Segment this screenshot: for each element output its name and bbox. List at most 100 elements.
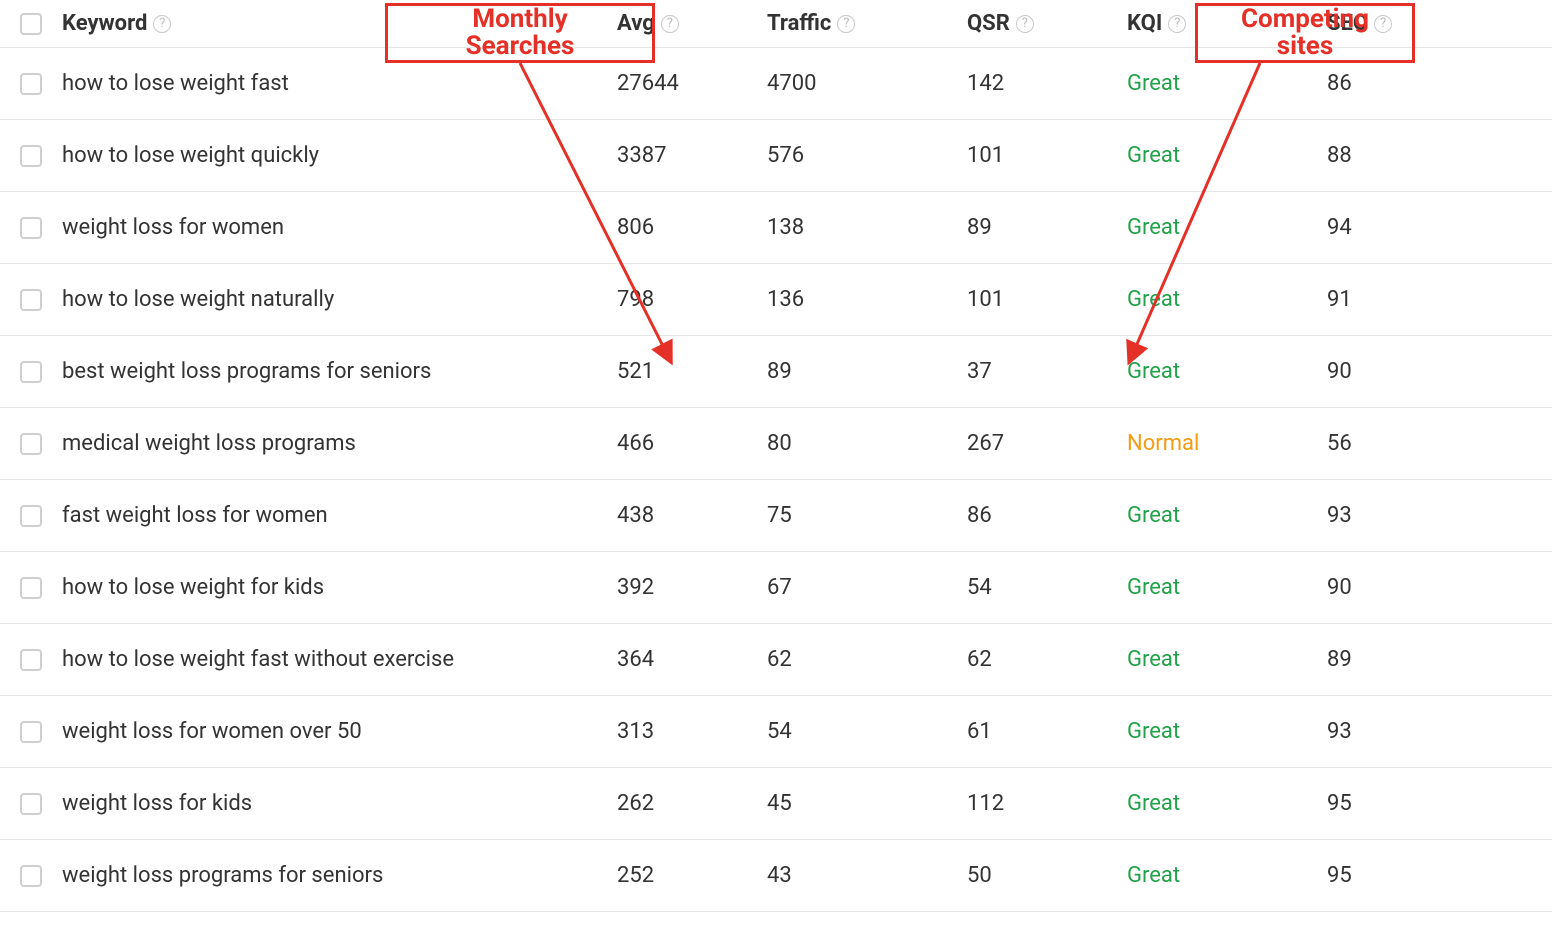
table-body: how to lose weight fast276444700142Great…: [0, 48, 1552, 912]
table-row[interactable]: weight loss programs for seniors2524350G…: [0, 840, 1552, 912]
cell-qsr: 37: [967, 359, 1127, 384]
select-all-checkbox[interactable]: [20, 13, 42, 35]
row-checkbox-cell: [0, 289, 62, 311]
header-traffic[interactable]: Traffic ?: [767, 11, 967, 36]
row-checkbox-cell: [0, 649, 62, 671]
cell-seo: 93: [1327, 719, 1467, 744]
cell-traffic: 4700: [767, 71, 967, 96]
cell-kqi: Great: [1127, 791, 1327, 816]
cell-keyword[interactable]: how to lose weight quickly: [62, 143, 617, 168]
cell-avg: 27644: [617, 71, 767, 96]
row-checkbox-cell: [0, 793, 62, 815]
row-checkbox[interactable]: [20, 577, 42, 599]
row-checkbox-cell: [0, 145, 62, 167]
cell-kqi: Great: [1127, 287, 1327, 312]
table-row[interactable]: fast weight loss for women4387586Great93: [0, 480, 1552, 552]
cell-qsr: 101: [967, 143, 1127, 168]
table-row[interactable]: how to lose weight quickly3387576101Grea…: [0, 120, 1552, 192]
cell-avg: 806: [617, 215, 767, 240]
table-row[interactable]: how to lose weight for kids3926754Great9…: [0, 552, 1552, 624]
cell-keyword[interactable]: medical weight loss programs: [62, 431, 617, 456]
annotation-box-monthly-searches: MonthlySearches: [385, 3, 655, 63]
cell-avg: 3387: [617, 143, 767, 168]
cell-avg: 313: [617, 719, 767, 744]
cell-keyword[interactable]: weight loss programs for seniors: [62, 863, 617, 888]
cell-kqi: Great: [1127, 71, 1327, 96]
cell-kqi: Great: [1127, 215, 1327, 240]
help-icon[interactable]: ?: [1016, 15, 1034, 33]
table-row[interactable]: medical weight loss programs46680267Norm…: [0, 408, 1552, 480]
row-checkbox[interactable]: [20, 145, 42, 167]
cell-avg: 262: [617, 791, 767, 816]
header-qsr-label: QSR: [967, 11, 1010, 36]
row-checkbox[interactable]: [20, 289, 42, 311]
cell-seo: 91: [1327, 287, 1467, 312]
keyword-table: Keyword ? Avg ? Traffic ? QSR ? KQI ? SE…: [0, 0, 1552, 912]
cell-traffic: 80: [767, 431, 967, 456]
header-kqi-label: KQI: [1127, 11, 1162, 36]
cell-keyword[interactable]: how to lose weight naturally: [62, 287, 617, 312]
cell-qsr: 86: [967, 503, 1127, 528]
cell-kqi: Great: [1127, 647, 1327, 672]
cell-traffic: 89: [767, 359, 967, 384]
cell-qsr: 89: [967, 215, 1127, 240]
header-traffic-label: Traffic: [767, 11, 831, 36]
cell-keyword[interactable]: weight loss for kids: [62, 791, 617, 816]
help-icon[interactable]: ?: [1168, 15, 1186, 33]
row-checkbox[interactable]: [20, 649, 42, 671]
cell-keyword[interactable]: how to lose weight fast: [62, 71, 617, 96]
cell-traffic: 136: [767, 287, 967, 312]
cell-avg: 798: [617, 287, 767, 312]
annotation-box-competing-sites: Competingsites: [1195, 3, 1415, 63]
cell-keyword[interactable]: how to lose weight fast without exercise: [62, 647, 617, 672]
cell-avg: 392: [617, 575, 767, 600]
cell-qsr: 101: [967, 287, 1127, 312]
header-qsr[interactable]: QSR ?: [967, 11, 1127, 36]
cell-avg: 438: [617, 503, 767, 528]
cell-keyword[interactable]: fast weight loss for women: [62, 503, 617, 528]
cell-qsr: 54: [967, 575, 1127, 600]
keyword-table-wrap: Keyword ? Avg ? Traffic ? QSR ? KQI ? SE…: [0, 0, 1552, 912]
table-row[interactable]: how to lose weight naturally798136101Gre…: [0, 264, 1552, 336]
cell-traffic: 576: [767, 143, 967, 168]
cell-kqi: Great: [1127, 359, 1327, 384]
row-checkbox[interactable]: [20, 505, 42, 527]
cell-seo: 93: [1327, 503, 1467, 528]
row-checkbox[interactable]: [20, 73, 42, 95]
cell-seo: 94: [1327, 215, 1467, 240]
header-keyword-label: Keyword: [62, 11, 147, 36]
cell-seo: 89: [1327, 647, 1467, 672]
cell-keyword[interactable]: how to lose weight for kids: [62, 575, 617, 600]
row-checkbox[interactable]: [20, 865, 42, 887]
cell-kqi: Great: [1127, 143, 1327, 168]
row-checkbox-cell: [0, 433, 62, 455]
cell-keyword[interactable]: weight loss for women over 50: [62, 719, 617, 744]
cell-traffic: 62: [767, 647, 967, 672]
row-checkbox[interactable]: [20, 721, 42, 743]
table-row[interactable]: best weight loss programs for seniors521…: [0, 336, 1552, 408]
cell-traffic: 45: [767, 791, 967, 816]
table-row[interactable]: weight loss for women over 503135461Grea…: [0, 696, 1552, 768]
table-row[interactable]: how to lose weight fast without exercise…: [0, 624, 1552, 696]
row-checkbox-cell: [0, 721, 62, 743]
help-icon[interactable]: ?: [837, 15, 855, 33]
cell-kqi: Great: [1127, 575, 1327, 600]
cell-kqi: Normal: [1127, 431, 1327, 456]
row-checkbox[interactable]: [20, 793, 42, 815]
help-icon[interactable]: ?: [153, 15, 171, 33]
cell-qsr: 62: [967, 647, 1127, 672]
row-checkbox-cell: [0, 865, 62, 887]
cell-keyword[interactable]: best weight loss programs for seniors: [62, 359, 617, 384]
cell-kqi: Great: [1127, 719, 1327, 744]
row-checkbox[interactable]: [20, 217, 42, 239]
cell-traffic: 43: [767, 863, 967, 888]
row-checkbox[interactable]: [20, 361, 42, 383]
cell-keyword[interactable]: weight loss for women: [62, 215, 617, 240]
table-row[interactable]: weight loss for women80613889Great94: [0, 192, 1552, 264]
row-checkbox[interactable]: [20, 433, 42, 455]
help-icon[interactable]: ?: [661, 15, 679, 33]
cell-traffic: 75: [767, 503, 967, 528]
cell-seo: 90: [1327, 575, 1467, 600]
table-row[interactable]: weight loss for kids26245112Great95: [0, 768, 1552, 840]
cell-qsr: 61: [967, 719, 1127, 744]
